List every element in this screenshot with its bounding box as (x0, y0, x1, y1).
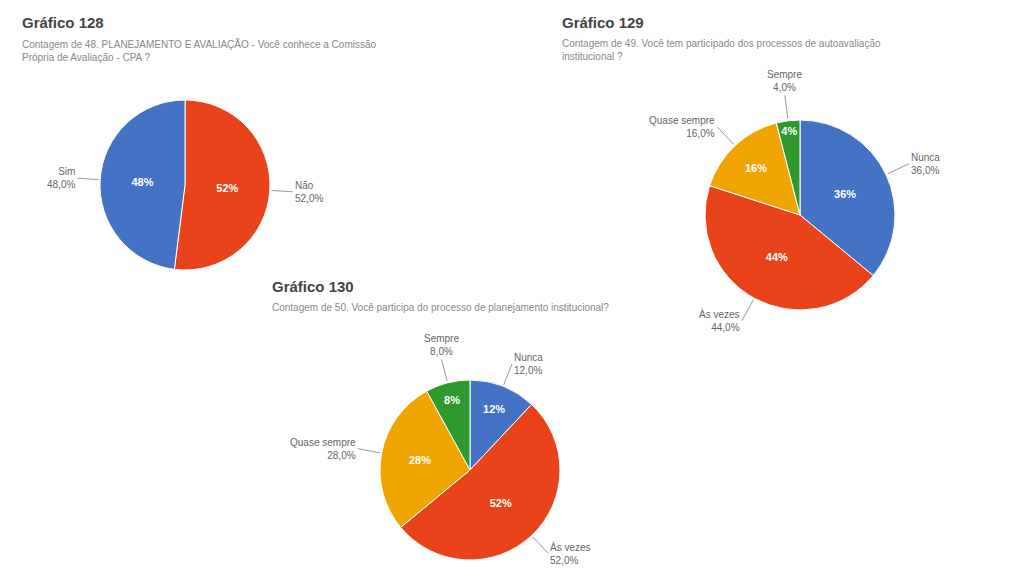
svg-text:Nunca12,0%: Nunca12,0% (514, 352, 543, 376)
svg-text:Nunca36,0%: Nunca36,0% (911, 152, 940, 176)
svg-text:Contagem de 48. PLANEJAMENTO E: Contagem de 48. PLANEJAMENTO E AVALIAÇÃO… (22, 38, 376, 63)
svg-text:Gráfico 130: Gráfico 130 (272, 278, 354, 295)
svg-text:Contagem de 50. Você participa: Contagem de 50. Você participa do proces… (272, 302, 609, 313)
svg-text:Contagem de 49. Você tem parti: Contagem de 49. Você tem participado dos… (562, 38, 881, 62)
svg-text:8%: 8% (444, 394, 460, 406)
svg-text:Gráfico 129: Gráfico 129 (562, 14, 644, 31)
svg-text:44%: 44% (766, 251, 788, 263)
svg-text:12%: 12% (483, 403, 505, 415)
svg-text:Quase sempre28,0%: Quase sempre28,0% (290, 437, 356, 461)
svg-text:28%: 28% (409, 454, 431, 466)
svg-text:Sim48,0%: Sim48,0% (47, 166, 75, 190)
svg-text:48%: 48% (131, 176, 153, 188)
svg-text:52%: 52% (490, 497, 512, 509)
svg-text:Quase sempre16,0%: Quase sempre16,0% (649, 115, 715, 139)
svg-text:Às vezes52,0%: Às vezes52,0% (550, 541, 591, 566)
svg-text:52%: 52% (216, 182, 238, 194)
svg-text:Sempre8,0%: Sempre8,0% (424, 333, 459, 357)
svg-text:Às vezes44,0%: Às vezes44,0% (699, 308, 740, 333)
svg-text:Sempre4,0%: Sempre4,0% (767, 69, 802, 93)
svg-text:4%: 4% (781, 125, 797, 137)
svg-text:Gráfico 128: Gráfico 128 (22, 14, 104, 31)
svg-text:Não52,0%: Não52,0% (295, 180, 323, 204)
svg-text:36%: 36% (834, 188, 856, 200)
svg-text:16%: 16% (745, 162, 767, 174)
